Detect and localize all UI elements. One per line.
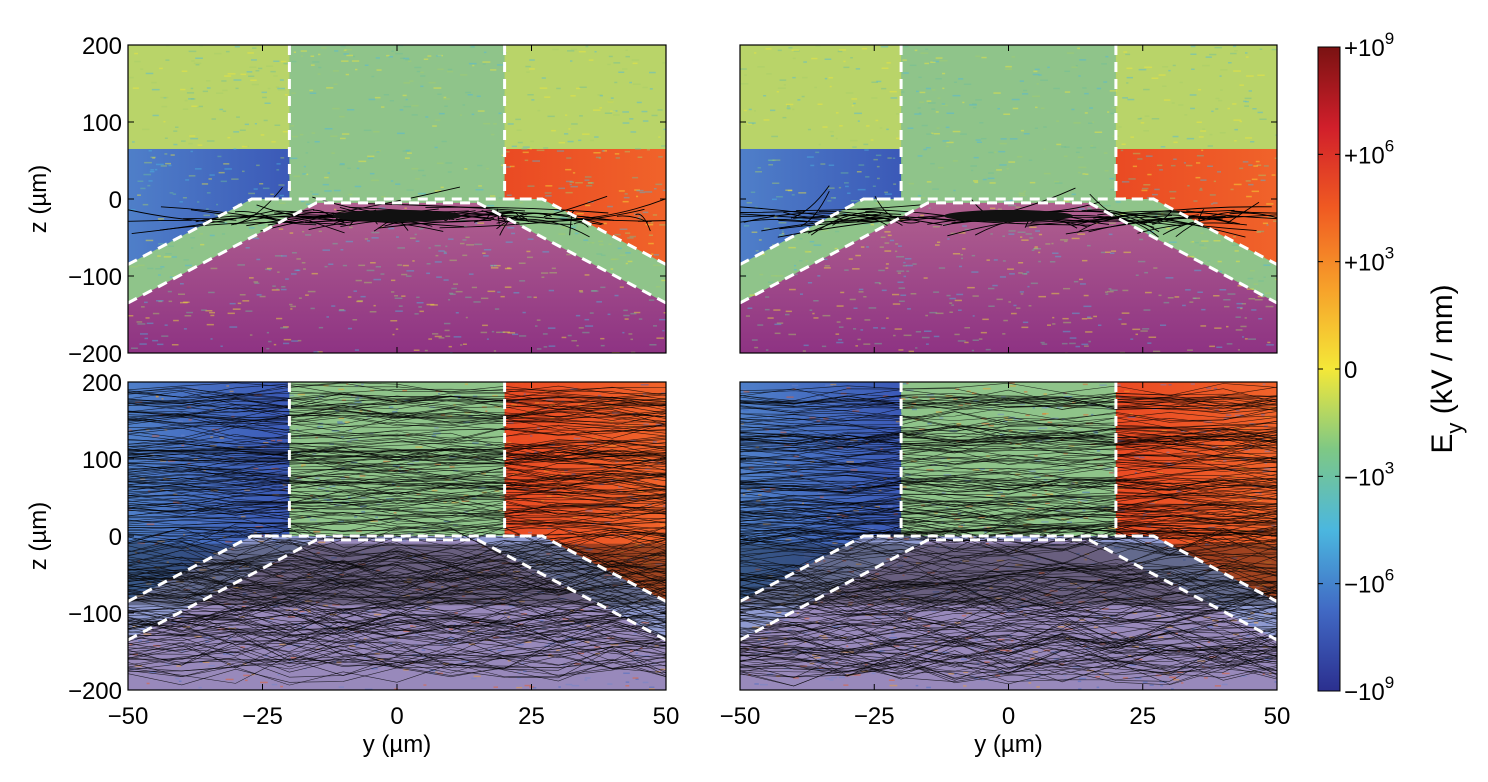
colorbar-tick-label: 0: [1344, 357, 1357, 384]
x-tick-label: 0: [1002, 703, 1015, 730]
positive-field-region: [1115, 148, 1277, 265]
y-tick-label: −200: [68, 678, 122, 705]
y-tick-label: −100: [68, 601, 122, 628]
panel-top-right: [739, 44, 1278, 354]
positive-field-region: [504, 148, 666, 265]
panel-bottom-left: −50 −25 0 25 50 200 100 0 −100 −200 z (µm) y (µm): [25, 370, 679, 758]
y-tick-label: 200: [82, 370, 122, 397]
electrode-outline: [128, 45, 666, 305]
axis-ticks: 200 100 0 −100 −200: [68, 33, 667, 368]
x-tick-label: 50: [1264, 703, 1291, 730]
electron-trajectories: [128, 186, 666, 238]
y-tick-label: 100: [82, 447, 122, 474]
colorbar-label: Ey (kV / mm): [1426, 284, 1467, 453]
panel-bottom-right: −50 −25 0 25 50 y (µm): [720, 381, 1291, 758]
y-tick-label: 200: [82, 33, 122, 60]
y-axis-label: z (µm): [25, 502, 52, 570]
x-tick-label: −50: [108, 703, 149, 730]
panel-top-left: 200 100 0 −100 −200 z (µm): [25, 33, 667, 368]
axis-ticks: −50 −25 0 25 50 200 100 0 −100 −200: [68, 370, 679, 730]
upper-right-noise: [1115, 45, 1277, 149]
x-tick-label: 50: [653, 703, 680, 730]
colorbar-tick-label: +103: [1344, 244, 1394, 277]
electron-trajectories: [128, 382, 666, 686]
upper-right-noise: [504, 45, 666, 149]
y-tick-label: 0: [109, 524, 122, 551]
negative-field-region: [128, 148, 290, 265]
upper-left-noise: [740, 45, 902, 149]
x-tick-label: 0: [390, 703, 403, 730]
x-axis-label: y (µm): [974, 731, 1042, 758]
x-tick-label: −25: [854, 703, 895, 730]
electrode-outline: [740, 382, 1277, 642]
y-tick-label: 0: [109, 187, 122, 214]
x-tick-label: −25: [242, 703, 283, 730]
y-tick-label: −100: [68, 264, 122, 291]
y-tick-label: −200: [68, 341, 122, 368]
axis-ticks: [739, 44, 1278, 354]
colorbar-tick-label: −103: [1344, 458, 1394, 491]
y-tick-label: 100: [82, 110, 122, 137]
bulk-core-region: [740, 202, 1277, 353]
colorbar-tick-label: +106: [1344, 136, 1394, 169]
field-speckle: [128, 45, 666, 353]
electrode-outline: [740, 45, 1277, 305]
upper-left-noise: [128, 45, 290, 149]
y-axis-label: z (µm): [25, 165, 52, 233]
bulk-core-region: [128, 202, 666, 353]
x-tick-label: −50: [720, 703, 761, 730]
colorbar: +109 +106 +103 0 −103 −106 −109 Ey (kV / mm): [1317, 29, 1467, 706]
x-axis-label: y (µm): [363, 731, 431, 758]
colorbar-tick-label: +109: [1344, 29, 1394, 62]
x-tick-label: 25: [1129, 703, 1156, 730]
electron-trajectories: [740, 185, 1277, 238]
electrode-outline: [128, 382, 666, 642]
colorbar-tick-label: −106: [1344, 566, 1394, 599]
colorbar-tick-label: −109: [1344, 673, 1394, 706]
x-tick-label: 25: [518, 703, 545, 730]
axis-ticks: −50 −25 0 25 50: [720, 381, 1291, 730]
